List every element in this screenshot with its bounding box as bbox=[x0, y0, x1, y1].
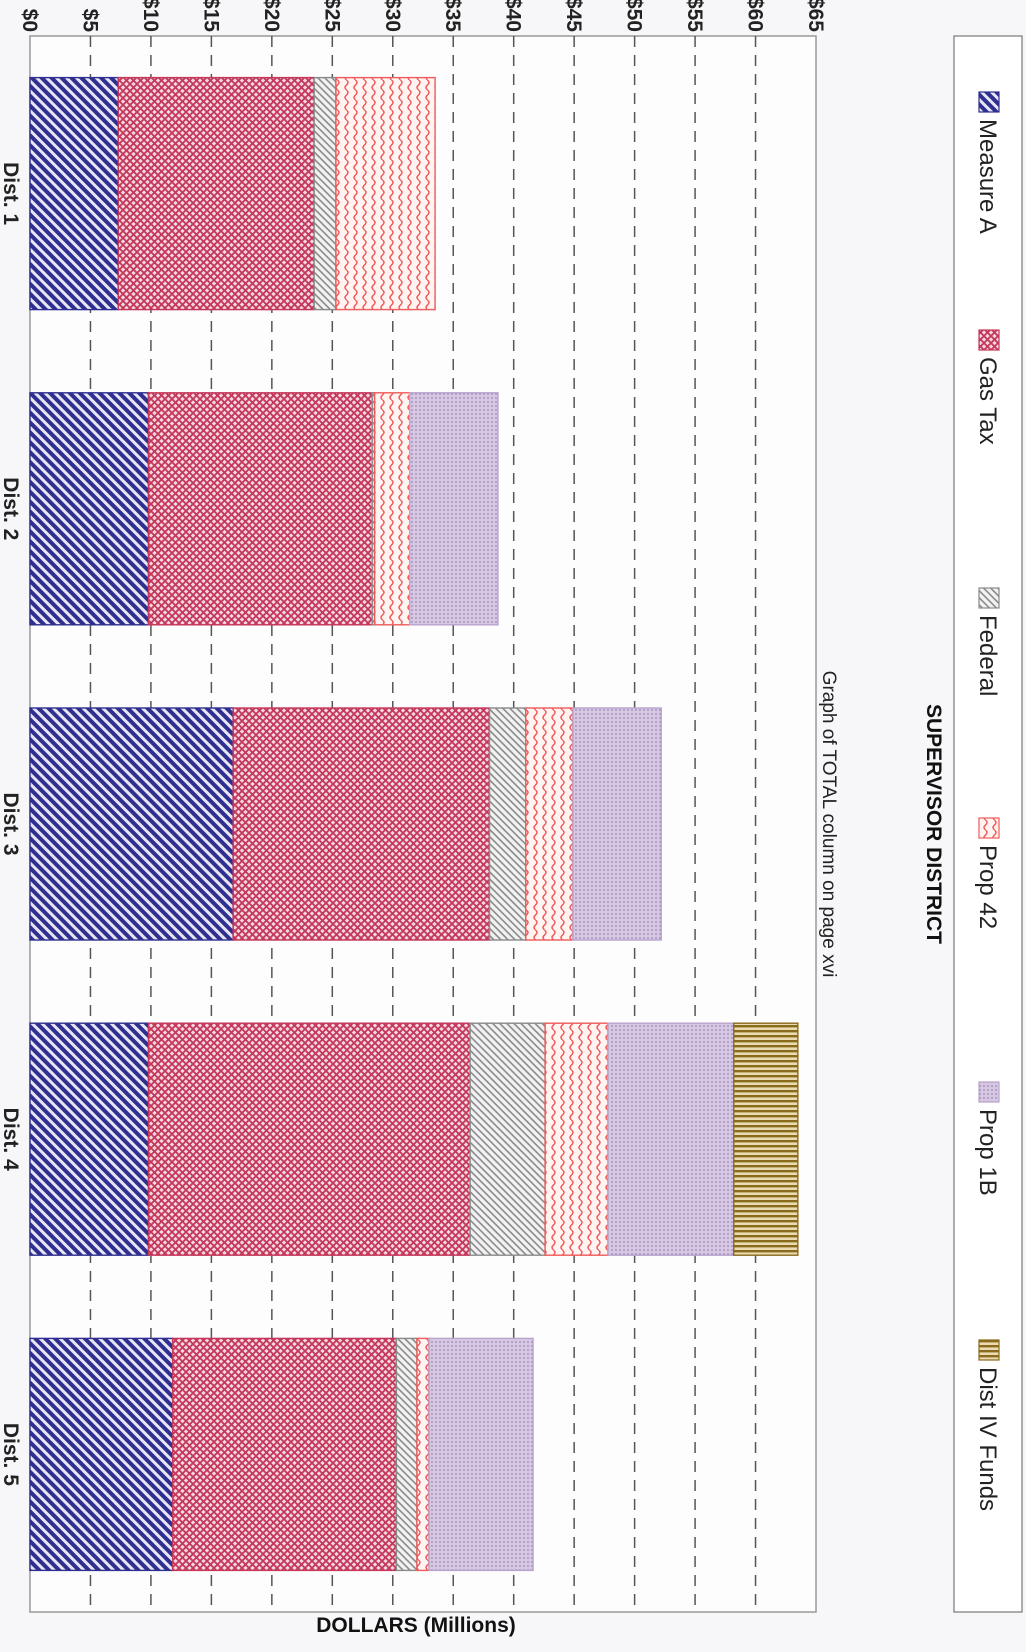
legend-label-dist-iv-funds: Dist IV Funds bbox=[974, 1367, 1001, 1511]
bar-segment-prop-42 bbox=[416, 1337, 430, 1572]
bar-segment-prop-42 bbox=[544, 1022, 609, 1256]
y-tick-label: $65 bbox=[804, 0, 827, 32]
bar-segment-measure-a bbox=[29, 1022, 150, 1256]
legend-label-measure-a: Measure A bbox=[974, 119, 1001, 234]
bar-segment-gas-tax bbox=[147, 392, 373, 626]
y-tick-label: $60 bbox=[744, 0, 767, 32]
bar-segment-prop-42 bbox=[335, 76, 436, 311]
y-tick-label: $10 bbox=[139, 0, 162, 32]
bar-segment-prop-1b bbox=[572, 707, 662, 941]
legend-label-gas-tax: Gas Tax bbox=[974, 357, 1001, 445]
bar-segment-gas-tax bbox=[171, 1337, 398, 1572]
y-tick-label: $0 bbox=[18, 9, 41, 32]
legend: Measure A Gas Tax Federal Prop 42 Prop 1B Dis… bbox=[974, 91, 1001, 1511]
category-label: Dist. 1 bbox=[0, 162, 22, 225]
bar-segment-federal bbox=[469, 1022, 546, 1256]
bar-segment-dist-iv-funds bbox=[733, 1022, 799, 1256]
category-label: Dist. 2 bbox=[0, 477, 22, 540]
category-labels: Dist. 1 Dist. 2 Dist. 3 Dist. 4 Dist. 5 bbox=[0, 162, 22, 1486]
legend-label-prop-1b: Prop 1B bbox=[974, 1109, 1001, 1196]
bar-segment-measure-a bbox=[29, 1337, 174, 1572]
bar-segment-prop-42 bbox=[525, 707, 574, 941]
y-tick-label: $15 bbox=[199, 0, 222, 32]
y-tick-label: $50 bbox=[623, 0, 646, 32]
y-tick-label: $5 bbox=[78, 9, 101, 33]
bar-segment-measure-a bbox=[29, 707, 234, 941]
bar-segment-prop-1b bbox=[428, 1337, 534, 1572]
y-tick-labels: $0 $5 $10 $15 $20 $25 $30 $35 $40 $45 $50 $55 $60 $65 bbox=[18, 0, 827, 32]
bar-segment-federal bbox=[313, 76, 337, 311]
y-tick-label: $55 bbox=[683, 0, 706, 32]
legend-swatch-prop-1b bbox=[978, 1081, 1000, 1103]
legend-swatch-gas-tax bbox=[978, 329, 1000, 351]
x-axis-label: SUPERVISOR DISTRICT bbox=[922, 704, 945, 944]
bar-segment-federal bbox=[488, 707, 527, 941]
bar-segment-gas-tax bbox=[147, 1022, 471, 1256]
chart-note: Graph of TOTAL column on page xvi bbox=[818, 671, 839, 978]
bar-segment-measure-a bbox=[29, 392, 150, 626]
bar-segment-measure-a bbox=[29, 76, 119, 311]
legend-label-federal: Federal bbox=[974, 615, 1001, 696]
category-label: Dist. 4 bbox=[0, 1108, 22, 1171]
category-label: Dist. 3 bbox=[0, 792, 22, 855]
y-tick-label: $35 bbox=[441, 0, 464, 32]
legend-swatch-federal bbox=[978, 587, 1000, 609]
y-tick-label: $45 bbox=[562, 0, 585, 32]
y-tick-label: $40 bbox=[502, 0, 525, 32]
legend-swatch-dist-iv-funds bbox=[978, 1339, 1000, 1361]
legend-label-prop-42: Prop 42 bbox=[974, 845, 1001, 929]
legend-swatch-measure-a bbox=[978, 91, 1000, 113]
y-axis-label: DOLLARS (Millions) bbox=[316, 1614, 515, 1637]
y-tick-label: $20 bbox=[260, 0, 283, 32]
legend-swatch-prop-42 bbox=[978, 817, 1000, 839]
y-tick-label: $25 bbox=[320, 0, 343, 32]
bar-segment-prop-42 bbox=[373, 392, 411, 626]
bars bbox=[29, 76, 799, 1572]
bar-segment-federal bbox=[395, 1337, 418, 1572]
category-label: Dist. 5 bbox=[0, 1423, 22, 1486]
bar-segment-prop-1b bbox=[408, 392, 499, 626]
bar-segment-gas-tax bbox=[117, 76, 315, 311]
bar-segment-prop-1b bbox=[607, 1022, 735, 1256]
y-tick-label: $30 bbox=[381, 0, 404, 32]
bar-segment-gas-tax bbox=[232, 707, 491, 941]
